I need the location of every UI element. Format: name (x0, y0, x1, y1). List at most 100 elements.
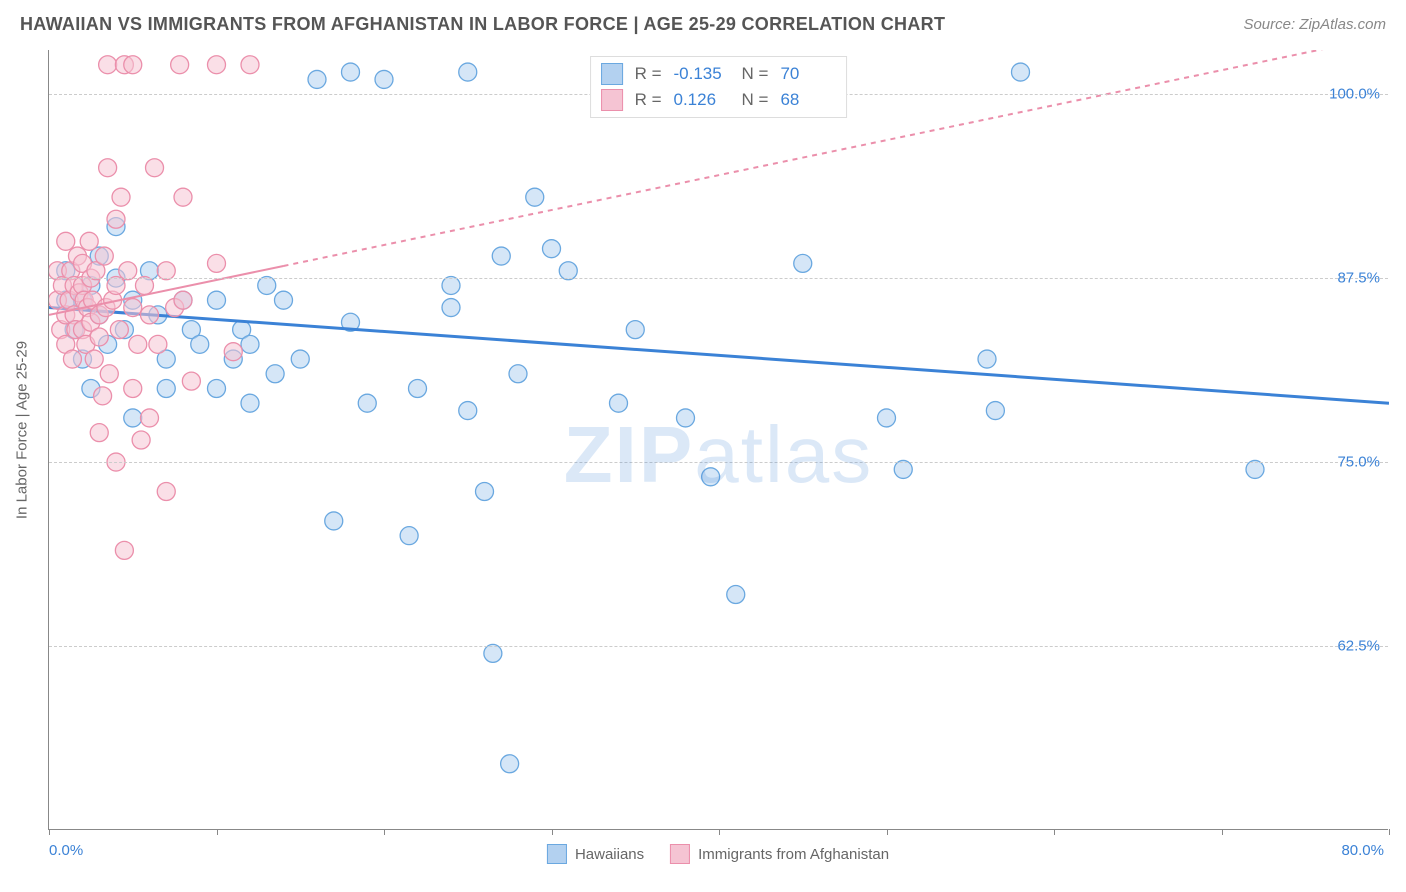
x-tick-mark (1389, 829, 1390, 835)
y-tick-label: 87.5% (1337, 270, 1380, 287)
stat-label: N = (742, 90, 769, 110)
scatter-point (878, 409, 896, 427)
y-axis-label: In Labor Force | Age 25-29 (14, 341, 31, 519)
scatter-point (308, 70, 326, 88)
scatter-point (63, 350, 81, 368)
scatter-point (501, 755, 519, 773)
scatter-point (208, 379, 226, 397)
scatter-point (484, 644, 502, 662)
legend-label: Immigrants from Afghanistan (698, 846, 889, 863)
x-tick-label: 0.0% (49, 842, 83, 859)
stat-r-value: -0.135 (674, 64, 730, 84)
swatch-afghanistan (670, 844, 690, 864)
scatter-point (677, 409, 695, 427)
scatter-point (124, 56, 142, 74)
scatter-point (258, 276, 276, 294)
scatter-point (325, 512, 343, 530)
scatter-point (702, 468, 720, 486)
scatter-point (95, 247, 113, 265)
x-tick-label: 80.0% (1341, 842, 1384, 859)
scatter-svg (49, 50, 1389, 830)
scatter-point (409, 379, 427, 397)
scatter-point (241, 335, 259, 353)
swatch-hawaiians (601, 63, 623, 85)
scatter-point (182, 372, 200, 390)
x-tick-mark (49, 829, 50, 835)
chart-header: HAWAIIAN VS IMMIGRANTS FROM AFGHANISTAN … (0, 0, 1406, 45)
scatter-point (174, 188, 192, 206)
scatter-point (112, 188, 130, 206)
scatter-point (100, 365, 118, 383)
scatter-point (208, 254, 226, 272)
scatter-point (224, 343, 242, 361)
x-tick-mark (1222, 829, 1223, 835)
scatter-point (978, 350, 996, 368)
scatter-point (107, 210, 125, 228)
scatter-point (141, 306, 159, 324)
scatter-point (157, 262, 175, 280)
scatter-point (241, 394, 259, 412)
scatter-point (94, 387, 112, 405)
y-tick-label: 75.0% (1337, 454, 1380, 471)
scatter-point (400, 527, 418, 545)
swatch-afghanistan (601, 89, 623, 111)
scatter-point (986, 402, 1004, 420)
stat-n-value: 70 (780, 64, 836, 84)
legend-item-afghanistan: Immigrants from Afghanistan (670, 844, 889, 864)
y-tick-label: 62.5% (1337, 638, 1380, 655)
stats-legend: R = -0.135 N = 70 R = 0.126 N = 68 (590, 56, 848, 118)
scatter-point (543, 240, 561, 258)
scatter-point (132, 431, 150, 449)
scatter-point (149, 335, 167, 353)
legend-item-hawaiians: Hawaiians (547, 844, 644, 864)
scatter-point (135, 276, 153, 294)
scatter-point (85, 350, 103, 368)
scatter-point (171, 56, 189, 74)
scatter-point (626, 321, 644, 339)
scatter-point (291, 350, 309, 368)
scatter-point (129, 335, 147, 353)
scatter-point (492, 247, 510, 265)
legend-label: Hawaiians (575, 846, 644, 863)
scatter-point (727, 586, 745, 604)
scatter-point (157, 379, 175, 397)
x-tick-mark (552, 829, 553, 835)
scatter-point (266, 365, 284, 383)
chart-area: ZIPatlas R = -0.135 N = 70 R = 0.126 N =… (48, 50, 1388, 830)
scatter-point (191, 335, 209, 353)
stat-label: N = (742, 64, 769, 84)
gridline (49, 462, 1388, 463)
chart-title: HAWAIIAN VS IMMIGRANTS FROM AFGHANISTAN … (20, 14, 945, 35)
scatter-point (110, 321, 128, 339)
scatter-point (157, 483, 175, 501)
swatch-hawaiians (547, 844, 567, 864)
scatter-point (141, 409, 159, 427)
scatter-point (208, 56, 226, 74)
scatter-point (459, 63, 477, 81)
chart-source: Source: ZipAtlas.com (1243, 16, 1386, 33)
scatter-point (208, 291, 226, 309)
scatter-point (90, 328, 108, 346)
scatter-point (115, 541, 133, 559)
trend-line (49, 308, 1389, 404)
scatter-point (894, 460, 912, 478)
stats-row-hawaiians: R = -0.135 N = 70 (601, 63, 837, 85)
scatter-point (509, 365, 527, 383)
scatter-point (146, 159, 164, 177)
scatter-point (99, 159, 117, 177)
scatter-point (459, 402, 477, 420)
scatter-point (375, 70, 393, 88)
scatter-point (124, 409, 142, 427)
scatter-point (57, 232, 75, 250)
scatter-point (80, 232, 98, 250)
scatter-point (442, 276, 460, 294)
scatter-point (124, 379, 142, 397)
scatter-point (1012, 63, 1030, 81)
stats-row-afghanistan: R = 0.126 N = 68 (601, 89, 837, 111)
x-tick-mark (719, 829, 720, 835)
scatter-point (610, 394, 628, 412)
scatter-point (358, 394, 376, 412)
scatter-point (241, 56, 259, 74)
stat-r-value: 0.126 (674, 90, 730, 110)
stat-label: R = (635, 64, 662, 84)
